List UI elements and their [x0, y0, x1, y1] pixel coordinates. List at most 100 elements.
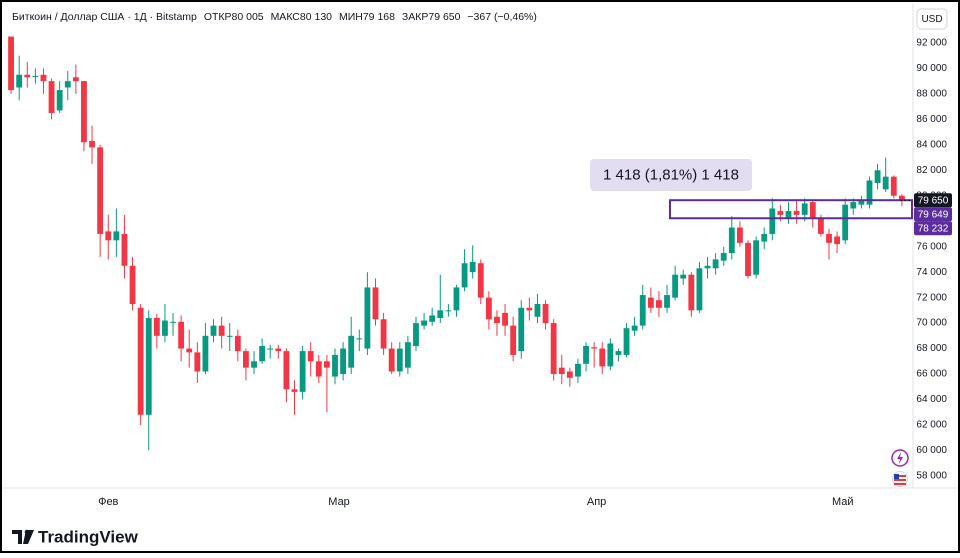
candle-body [615, 351, 622, 355]
candle-body [890, 176, 897, 196]
candle-body [817, 217, 824, 234]
candle-body [566, 371, 573, 378]
candle-body [518, 307, 525, 352]
button-label[interactable]: USD [921, 14, 942, 25]
candle-body [445, 310, 452, 312]
candle-body [323, 361, 330, 368]
candle-body [162, 320, 168, 336]
button-box[interactable] [916, 8, 948, 30]
candle-body [753, 240, 760, 275]
candle-body [40, 74, 47, 82]
last-price-text: 79 650 [918, 195, 949, 206]
close-label: ЗАКР [402, 11, 428, 23]
candle-body [299, 351, 306, 392]
candle-body [647, 297, 654, 308]
candle-body [761, 233, 768, 242]
y-tick-label: 68 000 [916, 343, 947, 354]
candle-body [526, 307, 533, 311]
candle-body [145, 317, 152, 415]
candle-body [631, 325, 638, 331]
candle-body [121, 233, 128, 266]
candle-body [413, 323, 419, 347]
candle-body [97, 147, 104, 234]
flag-stripe [894, 475, 906, 477]
y-tick-label: 70 000 [916, 318, 947, 329]
candle-body [153, 317, 160, 336]
candle-body [404, 342, 411, 368]
candle-body [639, 295, 646, 326]
plot-area: 58 000 60 000 62 000 64 000 66 000 68 000 70 0… [8, 36, 952, 508]
candle-body [720, 253, 727, 261]
candle-body [461, 263, 468, 288]
y-tick-label: 82 000 [916, 165, 947, 176]
range-price-tag [914, 221, 952, 236]
candle-body [485, 297, 492, 320]
candle-body [291, 389, 298, 392]
candle-body [372, 287, 379, 320]
candle-body [170, 321, 176, 323]
candle-body [688, 274, 695, 311]
candle-body [680, 274, 687, 279]
candle-body [421, 320, 427, 326]
candle-body [591, 347, 598, 349]
candle-body [672, 274, 679, 298]
low-label: МИН [339, 11, 363, 23]
candle-body [736, 227, 743, 243]
y-tick-label: 66 000 [916, 369, 947, 380]
candle-body [696, 268, 703, 311]
currency-button[interactable]: USD [916, 8, 948, 30]
candle-body [72, 77, 79, 82]
candle-body [105, 231, 112, 241]
candle-body [81, 81, 87, 143]
candle-body [388, 348, 395, 372]
x-tick-label: Май [832, 496, 854, 508]
y-tick-label: 64 000 [916, 394, 947, 405]
candle-body [89, 140, 95, 148]
candle-body [850, 202, 857, 209]
candle-body [340, 348, 347, 375]
x-tick-label: Фев [98, 496, 118, 508]
candle-body [218, 325, 225, 336]
y-tick-label: 62 000 [916, 420, 947, 431]
legend-line: Биткоин / Доллар США · 1Д · Bitstamp ОТК… [12, 11, 537, 23]
close-value: 79 650 [428, 11, 460, 23]
flag-canton [894, 474, 899, 479]
candle-body [842, 204, 849, 241]
candle-body [656, 300, 662, 308]
brand-logo-dot [24, 529, 30, 535]
candle-body [607, 343, 614, 367]
candle-body [48, 81, 55, 113]
open-label: ОТКР [204, 11, 232, 23]
candle-body [243, 351, 249, 368]
candle-body [728, 227, 735, 254]
candle-body [251, 361, 257, 368]
candle-body [534, 303, 541, 317]
candle-body [599, 348, 606, 367]
candle-body [453, 287, 460, 311]
candle-body [210, 325, 217, 336]
candle-body [793, 211, 800, 215]
candle-body [364, 287, 371, 349]
candle-body [64, 81, 71, 88]
candle-body [745, 242, 751, 276]
flag-stripe [894, 483, 906, 485]
high-label: МАКС [271, 11, 301, 23]
candle-body [558, 367, 565, 375]
symbol: Биткоин / Доллар США · 1Д · Bitstamp [12, 11, 197, 23]
candle-body [113, 231, 120, 241]
y-tick-label: 74 000 [916, 267, 947, 278]
candle-body [429, 315, 436, 322]
y-tick-label: 92 000 [916, 38, 947, 49]
candle-body [494, 316, 500, 324]
candle-body [542, 303, 549, 324]
candle-body [396, 348, 403, 372]
candle-body [477, 263, 484, 298]
candle-body [502, 312, 508, 326]
candle-body [777, 211, 784, 215]
candle-body [826, 233, 832, 243]
candle-body [801, 203, 808, 215]
candle-body [56, 90, 63, 111]
candle-body [858, 200, 865, 205]
candle-body [202, 335, 209, 372]
